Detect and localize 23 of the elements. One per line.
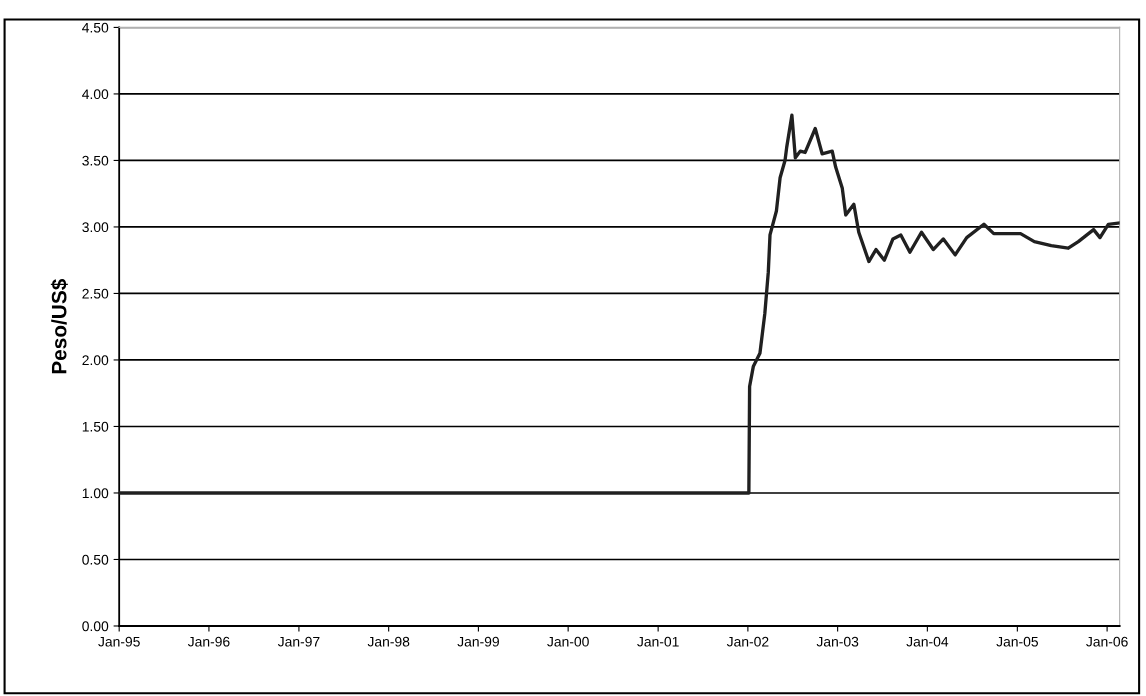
x-tick-label: Jan-00: [547, 636, 589, 647]
x-tick-label: Jan-02: [726, 636, 769, 647]
y-tick-label: 2.00: [82, 355, 109, 366]
x-tick-label: Jan-99: [457, 636, 499, 647]
y-tick-label: 3.50: [82, 155, 109, 166]
y-tick-label: 2.50: [82, 288, 109, 299]
y-tick-label: 4.50: [82, 22, 109, 33]
y-axis-title: Peso/US$: [50, 278, 68, 374]
y-tick-label: 3.00: [82, 222, 109, 233]
x-tick-label: Jan-97: [277, 636, 320, 647]
x-tick-label: Jan-05: [996, 636, 1039, 647]
y-tick-label: 0.50: [82, 554, 109, 565]
y-tick-label: 1.50: [82, 421, 109, 432]
x-tick-label: Jan-98: [367, 636, 410, 647]
x-tick-label: Jan-01: [637, 636, 679, 647]
x-tick-label: Jan-03: [816, 636, 859, 647]
x-tick-label: Jan-95: [98, 636, 140, 647]
y-tick-label: 0.00: [82, 621, 109, 632]
x-tick-label: Jan-04: [906, 636, 949, 647]
y-tick-label: 4.00: [82, 89, 109, 100]
x-tick-label: Jan-96: [187, 636, 230, 647]
x-tick-label: Jan-06: [1086, 636, 1128, 647]
y-tick-label: 1.00: [82, 488, 109, 499]
